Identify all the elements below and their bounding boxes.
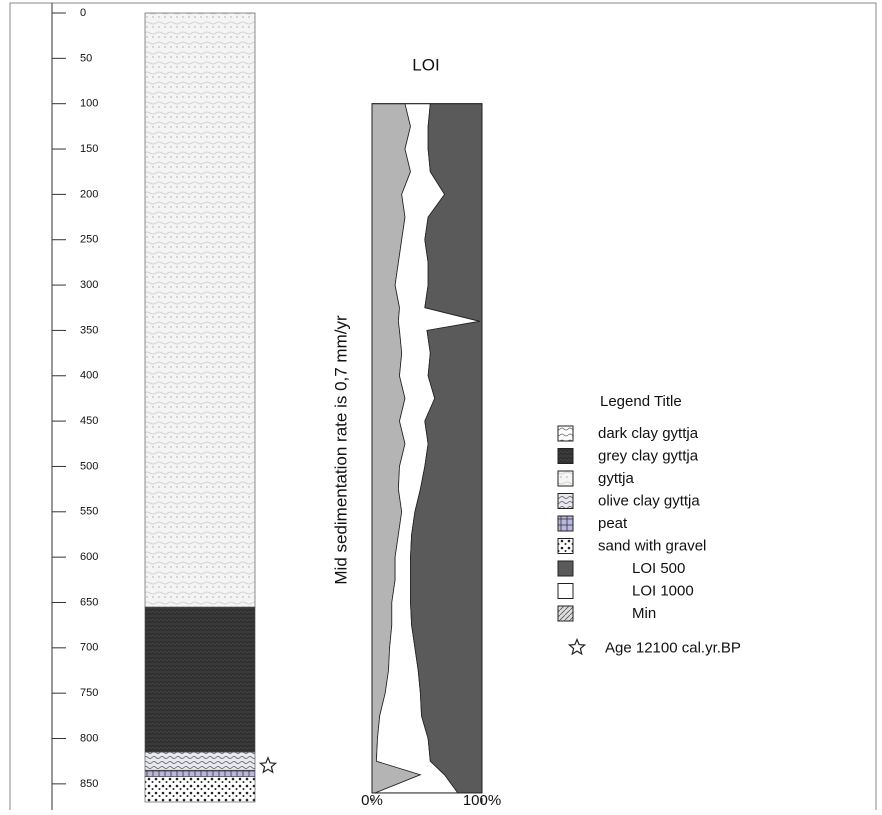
legend-swatch xyxy=(558,584,573,599)
y-tick-label: 600 xyxy=(80,551,98,563)
y-tick-label: 200 xyxy=(80,188,98,200)
y-tick-label: 50 xyxy=(80,52,92,64)
legend-label: LOI 500 xyxy=(632,560,685,577)
lithology-layer xyxy=(145,752,255,770)
y-tick-label: 700 xyxy=(80,642,98,654)
lithology-layer xyxy=(145,777,255,802)
legend-swatch xyxy=(558,606,573,621)
y-tick-label: 650 xyxy=(80,596,98,608)
y-tick-label: 400 xyxy=(80,370,98,382)
lithology-layer xyxy=(145,770,255,776)
lithology-layer xyxy=(145,607,255,752)
legend-swatch xyxy=(558,516,573,531)
y-tick-label: 750 xyxy=(80,687,98,699)
y-tick-label: 350 xyxy=(80,324,98,336)
x-tick-label: 100% xyxy=(463,792,501,809)
legend-title: Legend Title xyxy=(600,393,682,410)
legend-swatch xyxy=(558,449,573,464)
legend-label: olive clay gyttja xyxy=(598,492,700,509)
x-tick-label: 0% xyxy=(361,792,383,809)
legend-swatch xyxy=(558,426,573,441)
y-tick-label: 150 xyxy=(80,143,98,155)
y-axis-label: Mid sedimentation rate is 0,7 mm/yr xyxy=(331,315,350,585)
figure: LOI Mid sedimentation rate is 0,7 mm/yr … xyxy=(0,0,882,810)
y-tick-label: 450 xyxy=(80,415,98,427)
chart-title: LOI xyxy=(412,55,439,74)
y-tick-label: 100 xyxy=(80,98,98,110)
legend-label: Min xyxy=(632,605,656,622)
y-tick-label: 0 xyxy=(80,7,86,19)
legend-swatch xyxy=(558,561,573,576)
legend-swatch xyxy=(558,494,573,509)
age-marker xyxy=(260,758,275,773)
legend-swatch xyxy=(558,471,573,486)
legend-label: sand with gravel xyxy=(598,537,706,554)
legend-label: Age 12100 cal.yr.BP xyxy=(605,639,741,656)
y-tick-label: 300 xyxy=(80,279,98,291)
lithology-layer xyxy=(145,13,255,607)
y-tick-label: 850 xyxy=(80,778,98,790)
legend-label: LOI 1000 xyxy=(632,582,694,599)
y-tick-label: 500 xyxy=(80,460,98,472)
legend-label: dark clay gyttja xyxy=(598,425,699,442)
legend-star xyxy=(569,640,584,655)
y-tick-label: 250 xyxy=(80,234,98,246)
legend-swatch xyxy=(558,539,573,554)
y-tick-label: 800 xyxy=(80,732,98,744)
y-tick-label: 550 xyxy=(80,506,98,518)
legend-label: gyttja xyxy=(598,470,635,487)
legend-label: peat xyxy=(598,515,628,532)
legend-label: grey clay gyttja xyxy=(598,447,699,464)
